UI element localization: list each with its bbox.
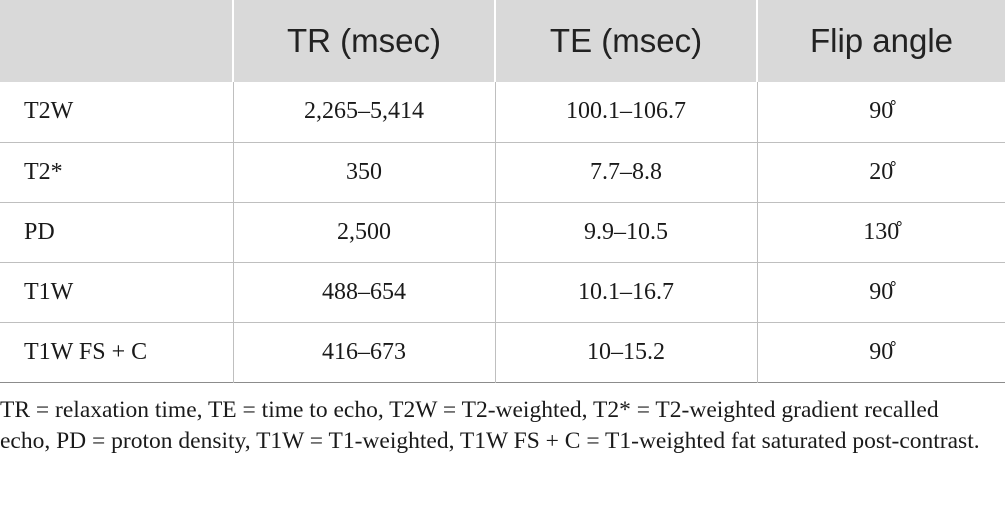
sequence-cell: T2W [0,82,234,142]
table-row: T2* 350 7.7–8.8 20̊ [0,142,1005,202]
table-row: PD 2,500 9.9–10.5 130̊ [0,202,1005,262]
table-footnote: TR = relaxation time, TE = time to echo,… [0,397,980,454]
table-row: T1W 488–654 10.1–16.7 90̊ [0,262,1005,322]
tr-cell: 2,500 [233,202,496,262]
flip-angle-cell: 90̊ [869,98,894,125]
header-sequence [0,0,234,82]
flip-angle-cell: 90̊ [869,338,894,365]
tr-cell: 416–673 [233,322,496,382]
sequence-cell: PD [0,202,234,262]
header-tr: TR (msec) [233,0,496,82]
tr-cell: 350 [233,142,496,202]
mri-parameters-table: TR (msec) TE (msec) Flip angle T2W 2,265… [0,0,1005,382]
te-cell: 100.1–106.7 [495,82,758,142]
table-row: T2W 2,265–5,414 100.1–106.7 90̊ [0,82,1005,142]
sequence-cell: T2* [0,142,234,202]
te-cell: 7.7–8.8 [495,142,758,202]
tr-cell: 2,265–5,414 [233,82,496,142]
te-cell: 10.1–16.7 [495,262,758,322]
flip-angle-cell: 90̊ [869,278,894,305]
table-row: T1W FS + C 416–673 10–15.2 90̊ [0,322,1005,382]
sequence-cell: T1W FS + C [0,322,234,382]
flip-angle-cell: 130̊ [863,218,900,245]
header-flip-angle: Flip angle [809,22,954,59]
flip-angle-cell: 20̊ [869,158,894,185]
tr-cell: 488–654 [233,262,496,322]
te-cell: 10–15.2 [495,322,758,382]
header-te: TE (msec) [495,0,758,82]
te-cell: 9.9–10.5 [495,202,758,262]
table-header-row: TR (msec) TE (msec) Flip angle [0,0,1005,82]
sequence-cell: T1W [0,262,234,322]
